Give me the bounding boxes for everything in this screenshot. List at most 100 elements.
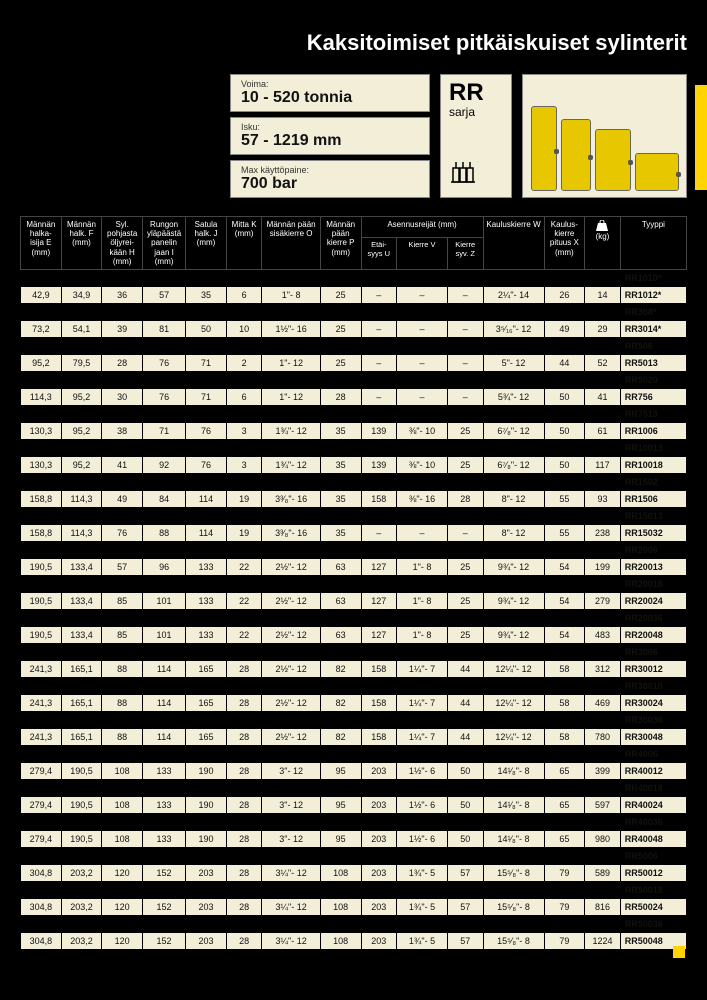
table-row: RR40036 bbox=[21, 813, 687, 830]
table-cell bbox=[262, 575, 320, 592]
table-cell: 2½"- 12 bbox=[262, 626, 320, 643]
table-cell: 25 bbox=[447, 456, 483, 473]
table-cell bbox=[585, 269, 621, 286]
footer-accent bbox=[673, 946, 685, 958]
table-cell: 63 bbox=[320, 592, 361, 609]
table-cell: 14 bbox=[585, 286, 621, 303]
table-cell: 12¼"- 12 bbox=[483, 694, 544, 711]
table-cell bbox=[102, 507, 143, 524]
table-cell bbox=[142, 371, 185, 388]
table-cell bbox=[142, 711, 185, 728]
table-cell: 44 bbox=[447, 728, 483, 745]
table-cell bbox=[102, 881, 143, 898]
table-cell bbox=[320, 915, 361, 932]
table-cell bbox=[361, 711, 397, 728]
table-cell bbox=[186, 473, 227, 490]
table-cell bbox=[102, 643, 143, 660]
table-cell bbox=[226, 677, 262, 694]
table-cell bbox=[102, 847, 143, 864]
th-j: Satula halk. J (mm) bbox=[186, 217, 227, 270]
table-cell bbox=[397, 371, 448, 388]
table-cell bbox=[397, 303, 448, 320]
table-cell bbox=[262, 337, 320, 354]
table-cell bbox=[61, 507, 102, 524]
table-cell: 95 bbox=[320, 796, 361, 813]
type-cell: RR20048 bbox=[620, 626, 686, 643]
spec-bar: Voima: 10 - 520 tonnia Isku: 57 - 1219 m… bbox=[20, 74, 687, 198]
table-cell bbox=[447, 847, 483, 864]
table-cell: 190,5 bbox=[21, 626, 62, 643]
table-cell: 88 bbox=[102, 660, 143, 677]
table-cell: 49 bbox=[102, 490, 143, 507]
table-cell: 190,5 bbox=[21, 558, 62, 575]
table-cell: 158 bbox=[361, 490, 397, 507]
table-cell: – bbox=[447, 320, 483, 337]
table-cell: 19 bbox=[226, 490, 262, 507]
table-cell: 133 bbox=[142, 796, 185, 813]
type-cell: RR15032 bbox=[620, 524, 686, 541]
table-cell bbox=[483, 575, 544, 592]
spec-stroke: Isku: 57 - 1219 mm bbox=[230, 117, 430, 155]
table-cell: 108 bbox=[320, 864, 361, 881]
table-cell bbox=[447, 575, 483, 592]
table-cell: 203 bbox=[361, 762, 397, 779]
table-cell bbox=[21, 915, 62, 932]
table-cell: 41 bbox=[585, 388, 621, 405]
table-cell: 203,2 bbox=[61, 898, 102, 915]
table-row: 304,8203,2120152203283¼"- 121082031¾"- 5… bbox=[21, 898, 687, 915]
th-k: Mitta K (mm) bbox=[226, 217, 262, 270]
table-cell bbox=[447, 915, 483, 932]
table-cell bbox=[226, 779, 262, 796]
table-cell: 114 bbox=[142, 660, 185, 677]
table-cell: 190,5 bbox=[61, 830, 102, 847]
table-cell: 39 bbox=[102, 320, 143, 337]
table-cell: 2¼"- 14 bbox=[483, 286, 544, 303]
table-cell: 52 bbox=[585, 354, 621, 371]
table-cell bbox=[61, 813, 102, 830]
table-cell: 114 bbox=[186, 490, 227, 507]
table-cell: 35 bbox=[320, 490, 361, 507]
table-cell: 85 bbox=[102, 592, 143, 609]
table-cell: 10 bbox=[226, 320, 262, 337]
table-cell bbox=[186, 609, 227, 626]
th-z: Kierre syv. Z bbox=[447, 238, 483, 270]
table-cell bbox=[361, 541, 397, 558]
table-cell bbox=[447, 371, 483, 388]
table-cell: 203 bbox=[186, 932, 227, 949]
table-cell: 1"- 8 bbox=[262, 286, 320, 303]
table-cell bbox=[397, 575, 448, 592]
table-cell bbox=[186, 541, 227, 558]
type-cell: RR40036 bbox=[620, 813, 686, 830]
table-cell: 158 bbox=[361, 728, 397, 745]
table-cell: 3¼"- 12 bbox=[262, 932, 320, 949]
table-cell: 114 bbox=[186, 524, 227, 541]
th-h: Syl. pohjasta öljyrei- kään H (mm) bbox=[102, 217, 143, 270]
table-cell bbox=[544, 541, 585, 558]
table-cell: 25 bbox=[320, 286, 361, 303]
type-cell: RR20018 bbox=[620, 575, 686, 592]
table-cell bbox=[397, 779, 448, 796]
table-cell bbox=[585, 881, 621, 898]
table-cell: 19 bbox=[226, 524, 262, 541]
table-cell: 28 bbox=[226, 898, 262, 915]
table-cell: 93 bbox=[585, 490, 621, 507]
table-cell bbox=[262, 541, 320, 558]
table-cell bbox=[397, 677, 448, 694]
table-cell: 76 bbox=[102, 524, 143, 541]
table-row: RR1010* bbox=[21, 269, 687, 286]
table-cell bbox=[320, 609, 361, 626]
spec-stroke-value: 57 - 1219 mm bbox=[241, 132, 419, 150]
table-cell: – bbox=[447, 286, 483, 303]
table-cell bbox=[397, 881, 448, 898]
table-cell bbox=[21, 507, 62, 524]
table-cell bbox=[447, 303, 483, 320]
table-cell bbox=[544, 405, 585, 422]
table-cell: 3³⁄₈"- 16 bbox=[262, 490, 320, 507]
table-cell: 203 bbox=[361, 898, 397, 915]
table-cell bbox=[102, 915, 143, 932]
table-cell bbox=[483, 609, 544, 626]
type-cell: RR5006 bbox=[620, 847, 686, 864]
table-cell: 203 bbox=[361, 796, 397, 813]
table-cell: 3 bbox=[226, 422, 262, 439]
table-cell bbox=[483, 303, 544, 320]
